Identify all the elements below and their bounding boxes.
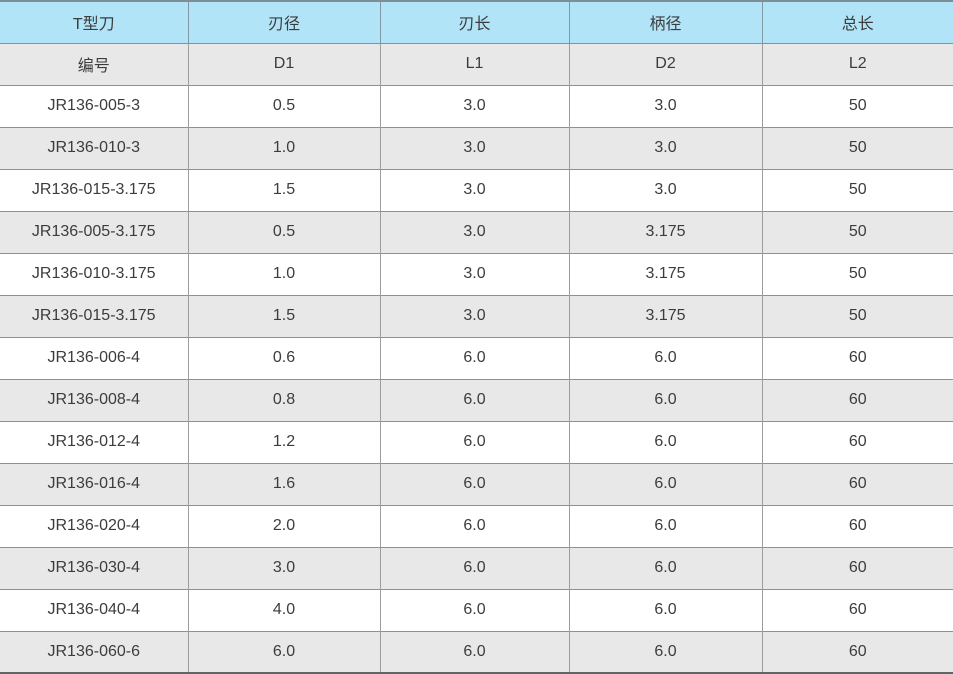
cell-d1: 3.0 <box>188 547 381 589</box>
cell-part-number: JR136-006-4 <box>0 337 189 379</box>
cell-d2: 6.0 <box>569 547 763 589</box>
header-l2: L2 <box>848 55 867 72</box>
cell-d1: 0.6 <box>188 337 381 379</box>
cell-d1: 1.5 <box>188 169 381 211</box>
cell-l1: 3.0 <box>380 169 570 211</box>
cell-d1: 1.0 <box>188 127 381 169</box>
cell-part-number: JR136-010-3 <box>0 127 189 169</box>
cell-d2: 3.0 <box>569 85 763 127</box>
cell-l1: 6.0 <box>380 631 570 673</box>
header-d2: D2 <box>569 43 763 85</box>
cell-d1: 4.0 <box>188 589 381 631</box>
table-row: JR136-005-3.175 0.5 3.0 3.175 50 <box>0 211 953 253</box>
cell-d1: 1.6 <box>188 463 381 505</box>
table-body: JR136-005-3 0.5 3.0 3.0 50 JR136-010-3 1.0 3.0 3… <box>0 85 953 673</box>
cell-l2: 50 <box>848 97 867 114</box>
cell-d2: 3.175 <box>569 211 763 253</box>
header-d1: D1 <box>188 43 381 85</box>
cell-part-number: JR136-015-3.175 <box>0 295 189 337</box>
cell-d2: 6.0 <box>569 505 763 547</box>
table-row: JR136-015-3.175 1.5 3.0 3.175 50 <box>0 295 953 337</box>
cell-d1: 2.0 <box>188 505 381 547</box>
table-row: JR136-012-4 1.2 6.0 6.0 60 <box>0 421 953 463</box>
header-row-group: T型刀 刃径 刃长 柄径 总长 <box>0 1 953 43</box>
cell-d2: 6.0 <box>569 631 763 673</box>
table-row: JR136-020-4 2.0 6.0 6.0 60 <box>0 505 953 547</box>
table-row: JR136-010-3 1.0 3.0 3.0 50 <box>0 127 953 169</box>
cell-d1: 6.0 <box>188 631 381 673</box>
cell-part-number: JR136-005-3 <box>0 85 189 127</box>
cell-d2: 3.175 <box>569 295 763 337</box>
header-blade-diameter: 刃径 <box>188 1 381 43</box>
cell-l2: 60 <box>848 391 867 408</box>
cell-l1: 6.0 <box>380 379 570 421</box>
cell-l2: 50 <box>848 181 867 198</box>
cell-l2: 60 <box>848 349 867 366</box>
cell-part-number: JR136-010-3.175 <box>0 253 189 295</box>
cell-part-number: JR136-005-3.175 <box>0 211 189 253</box>
cell-l2: 50 <box>848 307 867 324</box>
cell-l1: 6.0 <box>380 589 570 631</box>
cell-l2: 60 <box>848 475 867 492</box>
table-row: JR136-010-3.175 1.0 3.0 3.175 50 <box>0 253 953 295</box>
cell-l1: 3.0 <box>380 253 570 295</box>
header-l1: L1 <box>380 43 570 85</box>
cell-part-number: JR136-020-4 <box>0 505 189 547</box>
cell-l2: 50 <box>848 223 867 240</box>
cell-part-number: JR136-040-4 <box>0 589 189 631</box>
header-part-number: 编号 <box>0 43 189 85</box>
cell-l1: 3.0 <box>380 85 570 127</box>
cell-d1: 0.8 <box>188 379 381 421</box>
cell-d1: 0.5 <box>188 85 381 127</box>
header-tool-type: T型刀 <box>0 1 189 43</box>
cell-d2: 6.0 <box>569 421 763 463</box>
cell-part-number: JR136-012-4 <box>0 421 189 463</box>
table-row: JR136-060-6 6.0 6.0 6.0 60 <box>0 631 953 673</box>
cell-d1: 1.5 <box>188 295 381 337</box>
cell-l1: 6.0 <box>380 421 570 463</box>
cell-d2: 6.0 <box>569 463 763 505</box>
cell-d2: 6.0 <box>569 337 763 379</box>
table-row: JR136-008-4 0.8 6.0 6.0 60 <box>0 379 953 421</box>
cell-l2: 60 <box>848 433 867 450</box>
table-row: JR136-040-4 4.0 6.0 6.0 60 <box>0 589 953 631</box>
header-row-codes: 编号 D1 L1 D2 L2 <box>0 43 953 85</box>
table-row: JR136-016-4 1.6 6.0 6.0 60 <box>0 463 953 505</box>
cell-l2: 50 <box>848 265 867 282</box>
header-total-length: 总长 <box>841 16 874 34</box>
cell-l1: 6.0 <box>380 547 570 589</box>
cell-d1: 1.2 <box>188 421 381 463</box>
cell-l1: 6.0 <box>380 463 570 505</box>
header-shank-diameter: 柄径 <box>569 1 763 43</box>
cell-d1: 1.0 <box>188 253 381 295</box>
table-row: JR136-030-4 3.0 6.0 6.0 60 <box>0 547 953 589</box>
cell-l2: 60 <box>848 601 867 618</box>
cell-d2: 3.0 <box>569 127 763 169</box>
cell-d2: 3.175 <box>569 253 763 295</box>
cell-l1: 3.0 <box>380 127 570 169</box>
cell-l2: 60 <box>848 517 867 534</box>
cell-d2: 6.0 <box>569 379 763 421</box>
cell-l2: 60 <box>848 559 867 576</box>
cell-part-number: JR136-030-4 <box>0 547 189 589</box>
cell-l1: 6.0 <box>380 337 570 379</box>
cell-l1: 3.0 <box>380 295 570 337</box>
cell-l1: 6.0 <box>380 505 570 547</box>
cell-part-number: JR136-008-4 <box>0 379 189 421</box>
cell-d2: 6.0 <box>569 589 763 631</box>
cell-l2: 60 <box>848 642 867 660</box>
cell-part-number: JR136-016-4 <box>0 463 189 505</box>
cell-l1: 3.0 <box>380 211 570 253</box>
cell-d2: 3.0 <box>569 169 763 211</box>
table-row: JR136-005-3 0.5 3.0 3.0 50 <box>0 85 953 127</box>
cell-d1: 0.5 <box>188 211 381 253</box>
table-row: JR136-006-4 0.6 6.0 6.0 60 <box>0 337 953 379</box>
table-row: JR136-015-3.175 1.5 3.0 3.0 50 <box>0 169 953 211</box>
cell-part-number: JR136-015-3.175 <box>0 169 189 211</box>
cell-part-number: JR136-060-6 <box>0 631 189 673</box>
cell-l2: 50 <box>848 139 867 156</box>
header-blade-length: 刃长 <box>380 1 570 43</box>
